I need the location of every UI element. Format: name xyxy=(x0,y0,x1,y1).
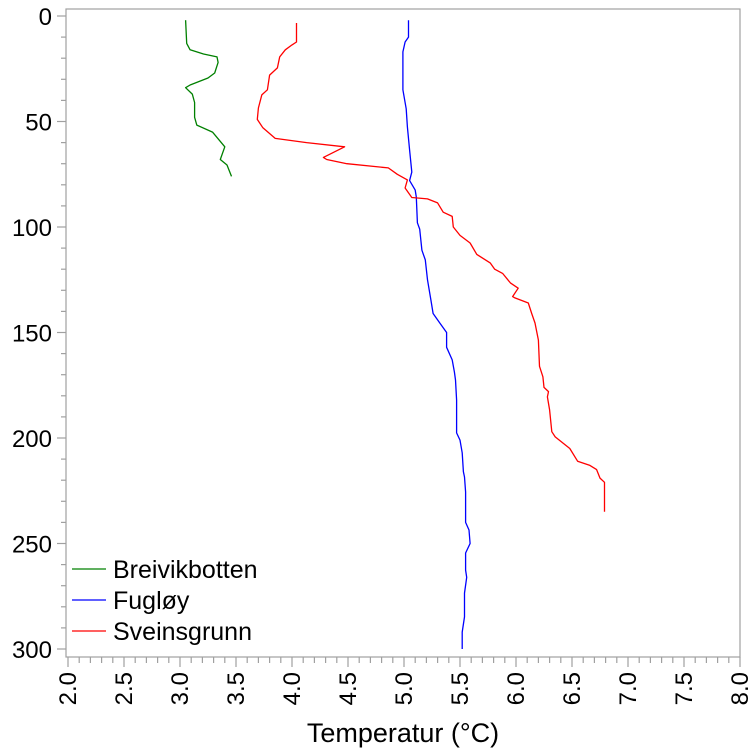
series-lines xyxy=(184,20,606,649)
y-tick-label: 50 xyxy=(25,110,52,137)
y-tick-label: 250 xyxy=(12,532,52,559)
x-tick-label: 5.5 xyxy=(447,672,474,705)
x-tick-label: 7.5 xyxy=(671,672,698,705)
legend-label: Sveinsgrunn xyxy=(113,618,252,646)
legend-item: Breivikbotten xyxy=(72,556,258,584)
x-tick-label: 7.0 xyxy=(615,672,642,705)
legend-item: Sveinsgrunn xyxy=(72,618,252,646)
series-line-fugly xyxy=(402,20,471,649)
y-tick-labels: 0 50 100 150 200 250 300 xyxy=(12,4,52,664)
series-line-sveinsgrunn xyxy=(256,23,606,512)
y-tick-label: 200 xyxy=(12,426,52,453)
x-tick-label: 2.0 xyxy=(55,672,82,705)
legend-item: Fugløy xyxy=(72,587,190,615)
axis-ticks xyxy=(57,15,741,667)
legend-label: Breivikbotten xyxy=(113,556,258,584)
y-tick-label: 0 xyxy=(39,4,52,31)
x-tick-label: 3.5 xyxy=(223,672,250,705)
legend: Breivikbotten Fugløy Sveinsgrunn xyxy=(72,556,258,646)
x-tick-label: 3.0 xyxy=(167,672,194,705)
x-tick-labels: 2.0 2.5 3.0 3.5 4.0 4.5 5.0 5.5 6.0 6.5 7.0 7.5 8.0 xyxy=(55,672,754,705)
x-tick-label: 4.0 xyxy=(279,672,306,705)
series-line-breivikbotten xyxy=(184,20,233,177)
y-tick-label: 100 xyxy=(12,215,52,242)
x-tick-label: 5.0 xyxy=(391,672,418,705)
plot-frame xyxy=(65,8,741,658)
x-tick-label: 8.0 xyxy=(727,672,754,705)
x-tick-label: 6.0 xyxy=(503,672,530,705)
y-tick-label: 300 xyxy=(12,637,52,664)
x-tick-label: 4.5 xyxy=(335,672,362,705)
x-axis-title: Temperatur (°C) xyxy=(307,718,499,748)
x-tick-label: 6.5 xyxy=(559,672,586,705)
y-tick-label: 150 xyxy=(12,321,52,348)
x-tick-label: 2.5 xyxy=(111,672,138,705)
legend-label: Fugløy xyxy=(113,587,190,615)
